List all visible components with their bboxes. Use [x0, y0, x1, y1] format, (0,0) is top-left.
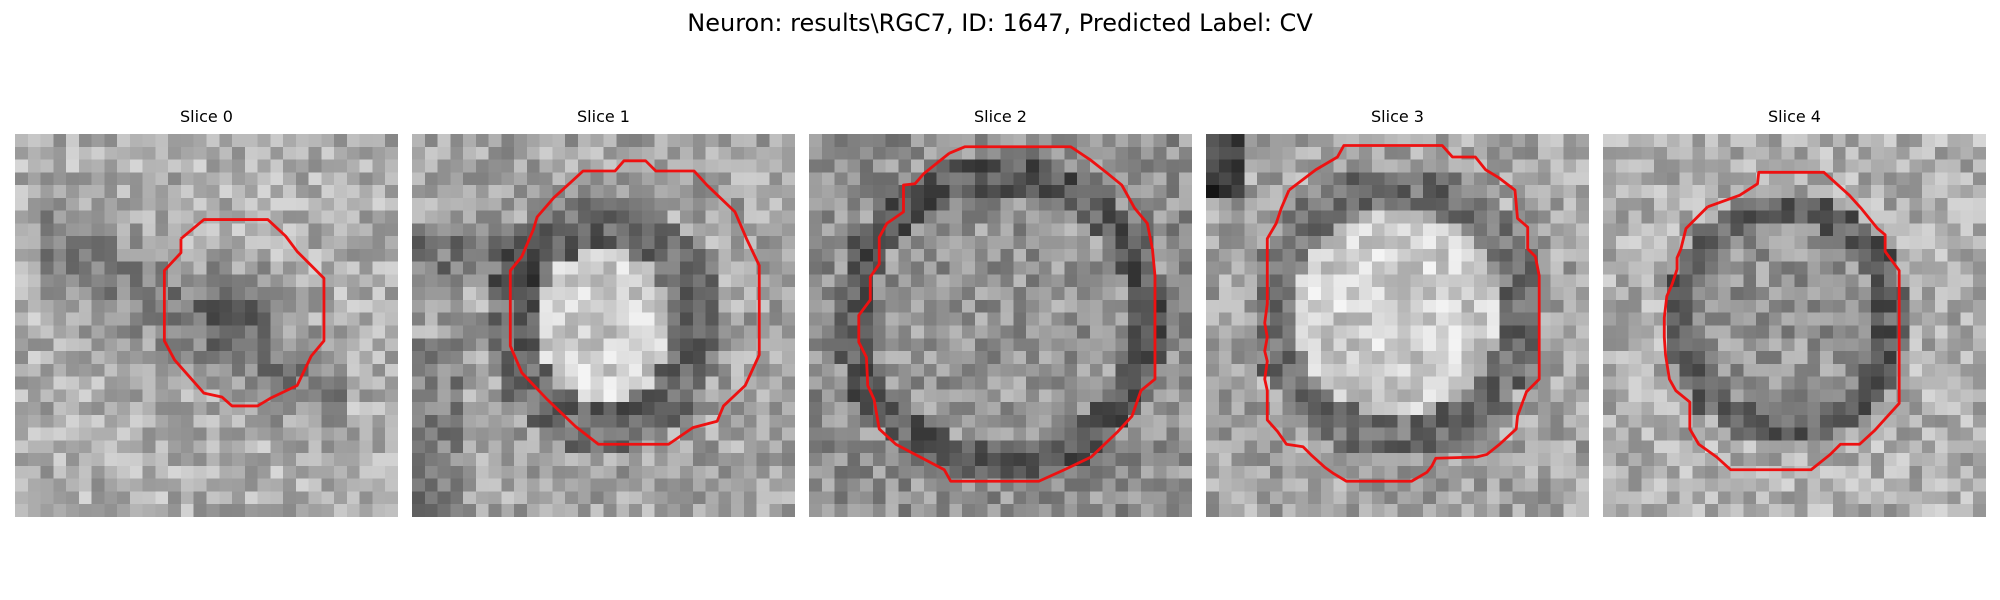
slice-title: Slice 0	[180, 107, 233, 126]
contour-outline	[1662, 170, 1901, 472]
slice-title: Slice 4	[1768, 107, 1821, 126]
contour-outline	[508, 159, 761, 446]
grayscale-pixel-grid	[412, 134, 795, 517]
slice-image	[412, 134, 795, 517]
contour-outline	[1263, 144, 1541, 483]
grayscale-pixel-grid	[809, 134, 1192, 517]
grayscale-pixel-grid	[1603, 134, 1986, 517]
slice-image	[1603, 134, 1986, 517]
slice-title: Slice 1	[577, 107, 630, 126]
slice-panel-1: Slice 1	[412, 106, 795, 518]
slice-image	[809, 134, 1192, 517]
slice-image	[1206, 134, 1589, 517]
slice-panel-2: Slice 2	[809, 106, 1192, 518]
figure-title: Neuron: results\RGC7, ID: 1647, Predicte…	[687, 9, 1313, 37]
slice-image	[15, 134, 398, 517]
slice-panel-3: Slice 3	[1206, 106, 1589, 518]
grayscale-pixel-grid	[1206, 134, 1589, 517]
slice-panel-4: Slice 4	[1603, 106, 1986, 518]
slice-title: Slice 2	[974, 107, 1027, 126]
slice-title: Slice 3	[1371, 107, 1424, 126]
contour-outline	[857, 145, 1157, 483]
contour-outline	[162, 218, 326, 408]
slice-panel-0: Slice 0	[15, 106, 398, 518]
grayscale-pixel-grid	[15, 134, 398, 517]
